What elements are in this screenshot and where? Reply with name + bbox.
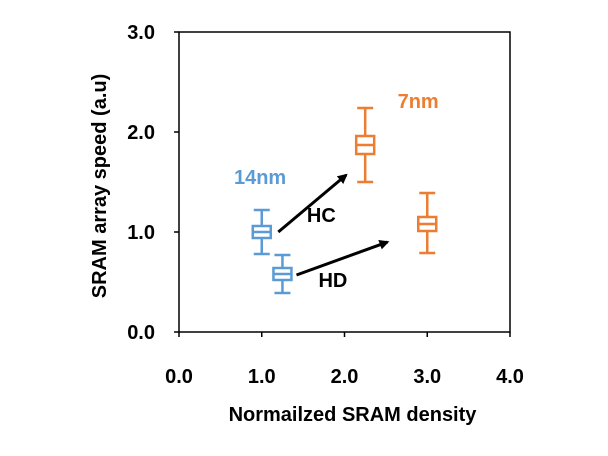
annotation-hd: HD	[318, 270, 347, 292]
arrow-hd	[295, 240, 390, 277]
y-axis-title: SRAM array speed (a.u)	[89, 74, 111, 299]
arrows	[277, 173, 390, 277]
x-tick-label: 4.0	[496, 366, 524, 388]
x-tick-label: 2.0	[331, 366, 359, 388]
x-axis: 0.0 1.0 2.0 3.0 4.0	[165, 332, 524, 388]
arrow-hc	[277, 173, 348, 234]
annotation-hc: HC	[307, 205, 336, 227]
x-tick-label: 1.0	[248, 366, 276, 388]
y-tick-label: 0.0	[127, 322, 155, 344]
annotation-14nm: 14nm	[234, 167, 286, 189]
y-tick-label: 1.0	[127, 222, 155, 244]
box-marker-14nm-HD	[272, 253, 293, 295]
y-tick-label: 2.0	[127, 122, 155, 144]
annotations: 14nm 7nm HC HD	[234, 91, 439, 292]
y-tick-label: 3.0	[127, 22, 155, 44]
annotation-7nm: 7nm	[398, 91, 439, 113]
box-marker-14nm-HC	[251, 208, 272, 256]
x-tick-label: 0.0	[165, 366, 193, 388]
x-axis-title: Normailzed SRAM density	[229, 404, 478, 426]
box-marker-7nm-HD	[417, 191, 438, 255]
x-tick-label: 3.0	[413, 366, 441, 388]
y-axis: 0.0 1.0 2.0 3.0	[127, 22, 179, 344]
data-marks	[251, 106, 438, 295]
box-marker-7nm-HC	[354, 106, 376, 184]
